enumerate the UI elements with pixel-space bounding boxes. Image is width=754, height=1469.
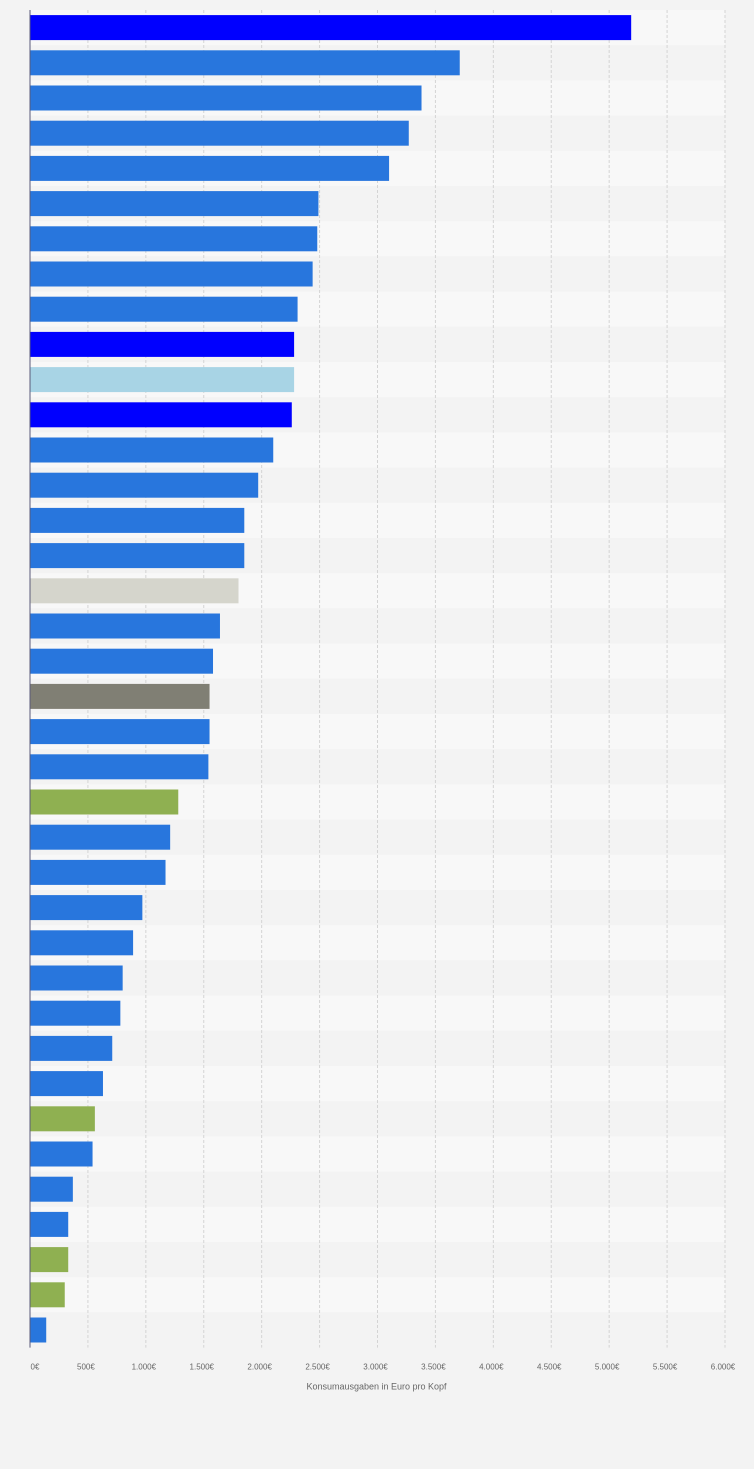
- bar[interactable]: [30, 895, 143, 921]
- x-tick-label: 1.000€: [132, 1363, 157, 1372]
- x-tick-label: 4.500€: [537, 1363, 562, 1372]
- x-tick-label: 2.000€: [247, 1363, 272, 1372]
- bar[interactable]: [30, 543, 245, 569]
- bar[interactable]: [30, 50, 460, 76]
- bar[interactable]: [30, 648, 214, 674]
- x-tick-label: 500€: [77, 1363, 95, 1372]
- bar[interactable]: [30, 367, 295, 393]
- x-axis-title: Konsumausgaben in Euro pro Kopf: [306, 1382, 447, 1392]
- bar[interactable]: [30, 719, 210, 745]
- bar[interactable]: [30, 1071, 103, 1097]
- bar[interactable]: [30, 191, 319, 217]
- bar[interactable]: [30, 1247, 69, 1273]
- bar[interactable]: [30, 437, 274, 463]
- bar[interactable]: [30, 789, 179, 815]
- bar[interactable]: [30, 1317, 47, 1343]
- bar[interactable]: [30, 683, 210, 709]
- bar[interactable]: [30, 824, 171, 850]
- bar[interactable]: [30, 578, 239, 604]
- bar[interactable]: [30, 85, 422, 111]
- bar[interactable]: [30, 15, 632, 41]
- bar[interactable]: [30, 1106, 95, 1132]
- bar[interactable]: [30, 1035, 113, 1061]
- bar[interactable]: [30, 226, 318, 252]
- bar[interactable]: [30, 965, 123, 991]
- bar[interactable]: [30, 296, 298, 322]
- x-tick-label: 1.500€: [190, 1363, 215, 1372]
- bar[interactable]: [30, 1211, 69, 1237]
- x-tick-label: 3.000€: [363, 1363, 388, 1372]
- x-tick-label: 5.000€: [595, 1363, 620, 1372]
- bar[interactable]: [30, 120, 409, 146]
- bars: [30, 15, 632, 1343]
- bar[interactable]: [30, 1141, 93, 1167]
- x-axis-tick-labels: 0€ 500€ 1.000€ 1.500€ 2.000€ 2.500€ 3.000€ 3.50…: [31, 1363, 736, 1372]
- bar[interactable]: [30, 1176, 73, 1202]
- bar[interactable]: [30, 859, 166, 885]
- bar[interactable]: [30, 402, 292, 428]
- bar[interactable]: [30, 261, 313, 287]
- bar[interactable]: [30, 507, 245, 533]
- bar[interactable]: [30, 1282, 65, 1308]
- x-tick-label: 2.500€: [305, 1363, 330, 1372]
- bar[interactable]: [30, 930, 134, 956]
- x-tick-label: 3.500€: [421, 1363, 446, 1372]
- bar[interactable]: [30, 155, 390, 181]
- x-tick-label: 4.000€: [479, 1363, 504, 1372]
- bar[interactable]: [30, 754, 209, 780]
- bar[interactable]: [30, 613, 220, 639]
- x-tick-label: 0€: [31, 1363, 40, 1372]
- x-tick-label: 6.000€: [711, 1363, 736, 1372]
- bar[interactable]: [30, 472, 259, 498]
- bar[interactable]: [30, 1000, 121, 1026]
- x-tick-label: 5.500€: [653, 1363, 678, 1372]
- bar[interactable]: [30, 331, 295, 357]
